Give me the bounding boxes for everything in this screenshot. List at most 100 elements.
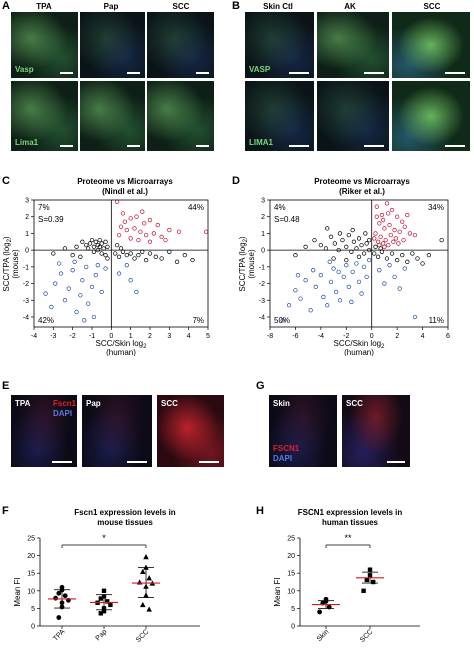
scatter-point-black [359, 242, 364, 248]
scatter-point-black [340, 237, 345, 243]
y-tick-label: 1 [25, 231, 29, 238]
scatter-point-black [85, 246, 91, 251]
data-point-pap [101, 609, 107, 614]
scatter-point-black [318, 242, 324, 248]
scatter-point-black [99, 251, 104, 256]
micrograph-b-lima1-skin: LIMA1 [245, 81, 314, 151]
y-tick-label: 0 [25, 248, 29, 255]
scatter-point-black [113, 251, 118, 256]
y-tick-label: 0 [31, 624, 35, 631]
scatter-point-red [167, 227, 172, 233]
scatter-point-blue [93, 273, 99, 278]
scatter-point-blue [325, 303, 330, 308]
scatter-point-red [386, 211, 391, 216]
y-tick-label: 15 [27, 571, 35, 578]
category-label: Pap [95, 628, 109, 642]
data-point-tpa [62, 593, 68, 599]
quadrant-label-top-left: 7% [38, 203, 50, 212]
scatter-point-blue [280, 318, 285, 323]
y-tick-label: 2 [261, 214, 265, 221]
scatter-point-black [80, 239, 85, 244]
category-label: SCC [135, 628, 150, 643]
scatter-point-red [176, 229, 182, 234]
scatter-point-black [323, 246, 329, 251]
scatter-point-blue [328, 279, 334, 285]
scale-bar [52, 461, 72, 463]
data-point-scc [367, 567, 373, 572]
scatter-point-red [128, 216, 133, 221]
scatter-point-black [143, 258, 149, 263]
col-header-pap: Pap [103, 2, 119, 11]
scatter-point-black [344, 258, 349, 263]
y-tick-label: 10 [287, 588, 295, 595]
scatter-point-red [128, 236, 133, 241]
image-label-scc: SCC [346, 399, 363, 408]
dot-plot-f: 25 20 15 10 5 0 TPA Pap SCC Mean FI * [13, 533, 200, 644]
scatter-point-black [103, 239, 108, 244]
data-point-pap [98, 596, 103, 601]
scatter-point-blue [43, 291, 48, 296]
scatter-point-black [51, 251, 56, 256]
image-label-scc: SCC [161, 399, 178, 408]
y-tick-label: 0 [261, 248, 265, 255]
scatter-point-black [344, 244, 349, 249]
scatter-point-blue [84, 264, 89, 269]
scatter-point-blue [364, 274, 369, 280]
scatter-point-black [346, 232, 351, 238]
scatter-point-black [415, 256, 420, 261]
scale-bar [289, 145, 309, 147]
x-tick-label: -2 [343, 333, 349, 340]
micrograph-e-scc: SCC [157, 395, 224, 467]
scatter-point-red [159, 234, 164, 239]
s-value-label: S=0.48 [274, 215, 300, 224]
x-tick-label: 2 [395, 333, 399, 340]
scatter-point-red [140, 209, 145, 214]
scatter-point-red [397, 229, 402, 234]
scatter-point-black [384, 256, 390, 261]
scatter-point-black [332, 241, 337, 246]
scatter-point-red [374, 214, 379, 219]
chart-d-xlabel: SCC/Skin log2 [334, 339, 386, 350]
scatter-point-blue [58, 271, 64, 276]
scatter-point-red [384, 201, 390, 206]
chart-c-ylabel-unit: (mouse) [11, 249, 20, 279]
data-point-scc [136, 579, 143, 585]
scatter-point-blue [128, 278, 133, 283]
scatter-point-red [124, 227, 129, 233]
panel-label-g: G [256, 380, 265, 392]
data-point-scc [371, 579, 376, 585]
y-tick-label: 20 [287, 553, 295, 560]
scatter-point-red [114, 199, 120, 204]
micrograph-b-vasp-scc [392, 12, 470, 78]
scale-bar [364, 72, 384, 74]
data-point-pap [105, 599, 110, 604]
y-tick-label: -3 [259, 298, 265, 305]
scatter-point-black [372, 251, 377, 256]
scatter-point-red [142, 221, 147, 226]
scatter-point-red [383, 237, 388, 243]
scatter-point-red [393, 236, 399, 241]
scatter-point-black [361, 251, 367, 256]
scatter-point-black [367, 237, 372, 243]
scatter-point-blue [344, 263, 349, 268]
data-point-tpa [53, 595, 58, 601]
scatter-chart-d: 4% S=0.48 34% 50% 11% -8 -6 -4 -2 0 2 4 6 3 2 1 0 -1… [238, 198, 450, 357]
y-tick-label: 0 [291, 624, 295, 631]
scatter-point-black [182, 252, 187, 258]
scatter-point-red [136, 237, 141, 243]
scatter-point-black [99, 241, 104, 246]
scatter-chart-c: 7% S=0.39 44% 42% 7% -4 -3 -2 -1 0 1 2 3 4 5 3 2 1 0 -… [2, 198, 210, 357]
scatter-point-blue [308, 308, 313, 313]
y-tick-label: 25 [287, 536, 295, 543]
col-header-scc: SCC [423, 2, 441, 11]
scatter-point-blue [295, 273, 301, 278]
data-point-skin [317, 609, 322, 615]
scatter-point-black [405, 259, 410, 264]
scatter-point-red [372, 236, 377, 241]
y-tick-label: 20 [27, 553, 35, 560]
data-point-scc [143, 554, 149, 560]
y-tick-label: -4 [23, 314, 29, 321]
micrograph-a-lima1-tpa: Lima1 [11, 81, 78, 151]
y-tick-label: 5 [31, 606, 35, 613]
chart-h-title-line1: FSCN1 expression levels in [297, 508, 403, 517]
